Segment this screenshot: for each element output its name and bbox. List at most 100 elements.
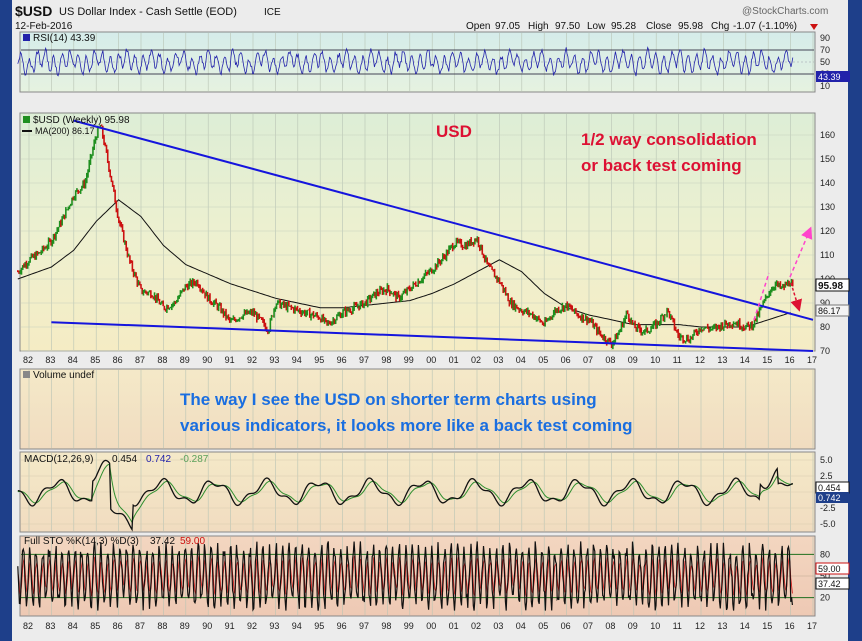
close-label: Close bbox=[646, 21, 672, 32]
sto-label-d: 59.00 bbox=[180, 536, 205, 547]
rsi-line bbox=[17, 46, 794, 77]
x-tick-label: 11 bbox=[673, 621, 682, 631]
x-tick-label: 97 bbox=[359, 355, 369, 365]
rsi-tag-box bbox=[816, 71, 850, 82]
open-label: Open bbox=[466, 21, 490, 32]
x-tick-label: 99 bbox=[404, 355, 414, 365]
x-tick-label: 12 bbox=[695, 355, 705, 365]
x-tick-label: 09 bbox=[628, 621, 638, 631]
macd-tag-text: 0.454 bbox=[818, 483, 841, 493]
y-tick-label: 140 bbox=[820, 178, 835, 188]
x-tick-label: 00 bbox=[426, 621, 436, 631]
signal-tag-box bbox=[816, 492, 849, 503]
y-tick-label: 50 bbox=[820, 57, 830, 67]
x-tick-label: 95 bbox=[314, 621, 324, 631]
sto-layer bbox=[17, 541, 793, 612]
chg-label: Chg bbox=[711, 21, 729, 32]
macd-label-signal: 0.742 bbox=[146, 454, 171, 465]
ma-legend: MA(200) 86.17 bbox=[35, 126, 95, 136]
y-tick-label: -2.5 bbox=[820, 503, 836, 513]
x-tick-label: 87 bbox=[135, 621, 145, 631]
x-tick-label: 93 bbox=[269, 621, 279, 631]
x-tick-label: 96 bbox=[337, 621, 347, 631]
y-tick-label: 160 bbox=[820, 130, 835, 140]
y-tick-label: 10 bbox=[820, 81, 830, 91]
open-value: 97.05 bbox=[495, 21, 520, 32]
x-tick-label: 84 bbox=[68, 355, 78, 365]
header-date: 12-Feb-2016 bbox=[15, 21, 73, 32]
header-exchange: ICE bbox=[264, 7, 281, 18]
sto-d-tag-box bbox=[815, 562, 850, 575]
down-arrow-icon bbox=[810, 24, 818, 30]
x-tick-label: 95 bbox=[314, 355, 324, 365]
sto-k-line bbox=[17, 541, 793, 612]
ma-tag-text: 86.17 bbox=[818, 306, 841, 316]
x-tick-label: 99 bbox=[404, 621, 414, 631]
ma-tag: 86.17 bbox=[815, 304, 850, 317]
macd-tags: 0.454 0.742 bbox=[815, 481, 850, 503]
x-tick-label: 13 bbox=[717, 355, 727, 365]
x-tick-label: 92 bbox=[247, 355, 257, 365]
grid-layer bbox=[21, 33, 814, 615]
y-tick-label: 2.5 bbox=[820, 471, 833, 481]
y-tick-label: 20 bbox=[820, 593, 830, 603]
x-tick-label: 88 bbox=[157, 355, 167, 365]
y-tick-label: -5.0 bbox=[820, 519, 836, 529]
x-tick-label: 17 bbox=[807, 621, 817, 631]
x-tick-label: 01 bbox=[449, 621, 459, 631]
sto-label-k: 37.42 bbox=[150, 536, 175, 547]
signal-tag-text: 0.742 bbox=[818, 493, 841, 503]
x-tick-label: 92 bbox=[247, 621, 257, 631]
x-tick-label: 04 bbox=[516, 621, 526, 631]
volume-label: Volume undef bbox=[33, 370, 94, 381]
x-tick-label: 89 bbox=[180, 621, 190, 631]
x-tick-label: 11 bbox=[673, 355, 682, 365]
x-tick-label: 15 bbox=[762, 621, 772, 631]
x-tick-label: 03 bbox=[493, 621, 503, 631]
trendline-layer bbox=[51, 119, 814, 352]
x-tick-label: 10 bbox=[650, 621, 660, 631]
x-tick-label: 88 bbox=[157, 621, 167, 631]
ma-tag-box bbox=[815, 304, 850, 317]
x-tick-label: 90 bbox=[202, 355, 212, 365]
right-border-strip bbox=[848, 0, 862, 641]
x-tick-label: 98 bbox=[381, 621, 391, 631]
x-tick-label: 07 bbox=[583, 621, 593, 631]
x-tick-label: 97 bbox=[359, 621, 369, 631]
sto-d-tag-text: 59.00 bbox=[818, 564, 841, 574]
x-tick-label: 08 bbox=[605, 355, 615, 365]
macd-label-prefix: MACD(12,26,9) bbox=[24, 454, 93, 465]
y-tick-label: 80 bbox=[820, 549, 830, 559]
rsi-label: RSI(14) 43.39 bbox=[33, 33, 96, 44]
rsi-value-tag: 43.39 bbox=[816, 71, 850, 82]
x-tick-label: 14 bbox=[740, 355, 750, 365]
x-tick-label: 91 bbox=[225, 355, 235, 365]
x-tick-label: 91 bbox=[225, 621, 235, 631]
low-value: 95.28 bbox=[611, 21, 636, 32]
x-tick-label: 84 bbox=[68, 621, 78, 631]
price-legend: $USD (Weekly) 95.98 MA(200) 86.17 bbox=[22, 115, 130, 136]
y-tick-label: 70 bbox=[820, 45, 830, 55]
low-label: Low bbox=[587, 21, 606, 32]
volume-legend: Volume undef bbox=[23, 370, 94, 381]
high-value: 97.50 bbox=[555, 21, 580, 32]
left-border-strip bbox=[0, 0, 12, 641]
x-tick-label: 03 bbox=[493, 355, 503, 365]
y-tick-label: 50 bbox=[820, 571, 830, 581]
x-tick-label: 06 bbox=[561, 355, 571, 365]
x-tick-label: 83 bbox=[45, 621, 55, 631]
y-tick-label: 80 bbox=[820, 322, 830, 332]
x-tick-label: 02 bbox=[471, 621, 481, 631]
x-tick-label: 86 bbox=[113, 621, 123, 631]
macd-line bbox=[17, 459, 794, 532]
x-tick-label: 90 bbox=[202, 621, 212, 631]
price-tag-text: 95.98 bbox=[818, 281, 843, 292]
ma200-line bbox=[17, 199, 791, 328]
macd-label-hist: -0.287 bbox=[180, 454, 209, 465]
x-tick-label: 13 bbox=[717, 621, 727, 631]
trendline-upper bbox=[73, 119, 814, 321]
x-tick-label: 96 bbox=[337, 355, 347, 365]
trendline-lower bbox=[51, 321, 814, 352]
annotation-volume-line2: various indicators, it looks more like a… bbox=[180, 416, 633, 435]
